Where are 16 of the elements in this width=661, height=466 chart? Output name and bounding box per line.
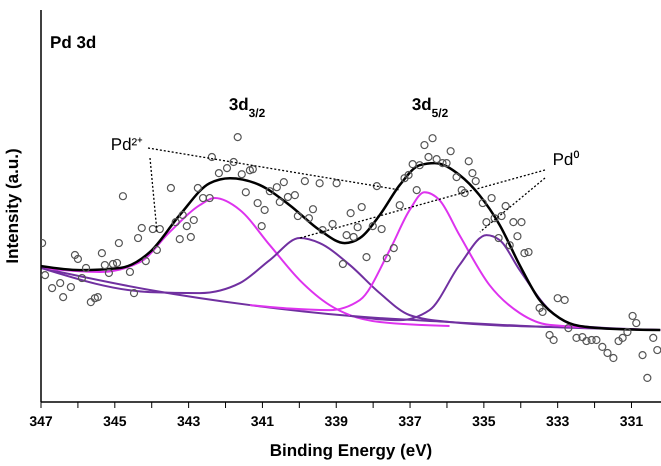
annotation: Pd²⁺ — [110, 135, 144, 154]
x-tick-label: 343 — [176, 412, 201, 429]
text: Pd 3d — [50, 33, 96, 52]
y-axis-title: Intensity (a.u.) — [3, 148, 22, 264]
x-tick-label: 331 — [620, 412, 644, 429]
x-tick-label: 339 — [324, 412, 348, 429]
x-tick-label: 335 — [472, 412, 496, 429]
x-tick-label: 333 — [546, 412, 570, 429]
annotation: Pd⁰ — [552, 150, 580, 169]
x-tick-label: 345 — [103, 412, 127, 429]
text: 3d$_{3/2}$ — [228, 95, 266, 120]
x-tick-label: 347 — [29, 412, 53, 429]
x-axis-title: Binding Energy (eV) — [270, 441, 432, 460]
x-tick-label: 341 — [250, 412, 274, 429]
text: 3d$_{5/2}$ — [412, 95, 449, 120]
x-tick-label: 337 — [398, 412, 422, 429]
